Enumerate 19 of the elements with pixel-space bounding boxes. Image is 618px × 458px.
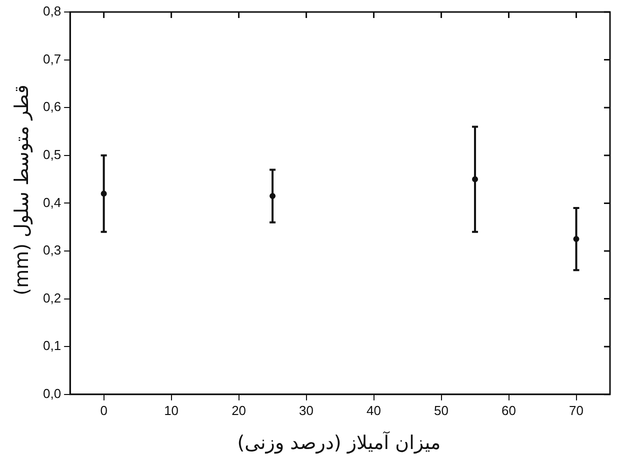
y-tick-label: 0,1 — [42, 338, 62, 354]
y-tick-label: 0,4 — [42, 194, 62, 210]
x-tick-label: 20 — [232, 402, 246, 418]
y-tick-label: 0,5 — [42, 146, 62, 162]
x-tick-label: 40 — [366, 402, 382, 418]
y-tick-label: 0,3 — [42, 242, 62, 258]
x-tick-label: 60 — [502, 402, 516, 418]
x-tick-label: 30 — [299, 402, 314, 418]
y-tick-label: 0,2 — [42, 290, 62, 306]
y-tick-label: 0,8 — [42, 4, 62, 19]
y-tick-label: 0,6 — [42, 99, 62, 114]
y-axis-title: قطر متوسط سلول (mm) — [11, 84, 33, 296]
y-tick-label: 0,7 — [42, 51, 62, 66]
x-tick-label: 50 — [434, 402, 449, 418]
y-tick-label: 0,0 — [42, 386, 62, 401]
x-axis-title: میزان آمیلاز (درصد وزنی) — [236, 432, 442, 454]
x-tick-label: 0 — [100, 402, 108, 418]
x-tick-label: 10 — [164, 402, 179, 418]
x-tick-label: 70 — [569, 402, 584, 418]
